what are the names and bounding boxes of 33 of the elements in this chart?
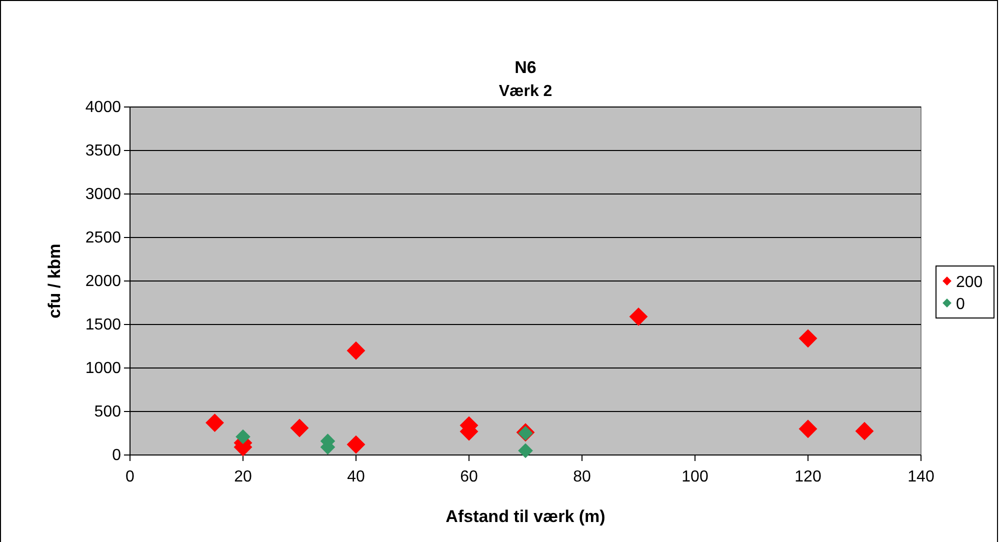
point bbox=[798, 420, 818, 438]
x-tick-label: 20 bbox=[234, 468, 252, 486]
chart-title: N6 bbox=[514, 58, 536, 77]
x-tick-label: 140 bbox=[908, 468, 934, 486]
point bbox=[346, 341, 366, 360]
y-tick-label: 1500 bbox=[85, 316, 122, 334]
point bbox=[518, 443, 533, 458]
y-tick-label: 1000 bbox=[85, 360, 122, 378]
chart-subtitle: Værk 2 bbox=[498, 83, 552, 100]
y-tick-label: 2500 bbox=[85, 230, 122, 247]
x-tick-label: 0 bbox=[126, 468, 135, 486]
point bbox=[346, 435, 366, 454]
x-tick-label: 100 bbox=[682, 468, 708, 486]
x-tick-label: 80 bbox=[573, 468, 591, 486]
point bbox=[236, 429, 250, 444]
point bbox=[629, 307, 648, 326]
legend-label: 200 bbox=[956, 274, 983, 291]
point bbox=[206, 414, 224, 432]
y-tick-label: 0 bbox=[112, 447, 122, 464]
x-axis-title: Afstand til værk (m) bbox=[446, 507, 606, 526]
y-tick-label: 500 bbox=[94, 404, 122, 421]
y-tick-label: 2000 bbox=[85, 273, 122, 290]
y-axis-title: cfu / kbm bbox=[45, 244, 64, 318]
point bbox=[798, 329, 818, 348]
y-tick-label: 3500 bbox=[85, 142, 122, 160]
y-tick-label: 3000 bbox=[85, 186, 122, 204]
y-tick-label: 4000 bbox=[85, 99, 122, 116]
x-tick-label: 40 bbox=[347, 468, 365, 486]
x-tick-label: 60 bbox=[460, 468, 478, 486]
x-tick-label: 120 bbox=[794, 468, 822, 486]
point bbox=[855, 422, 874, 440]
legend-label: 0 bbox=[956, 296, 965, 313]
point bbox=[290, 418, 309, 438]
